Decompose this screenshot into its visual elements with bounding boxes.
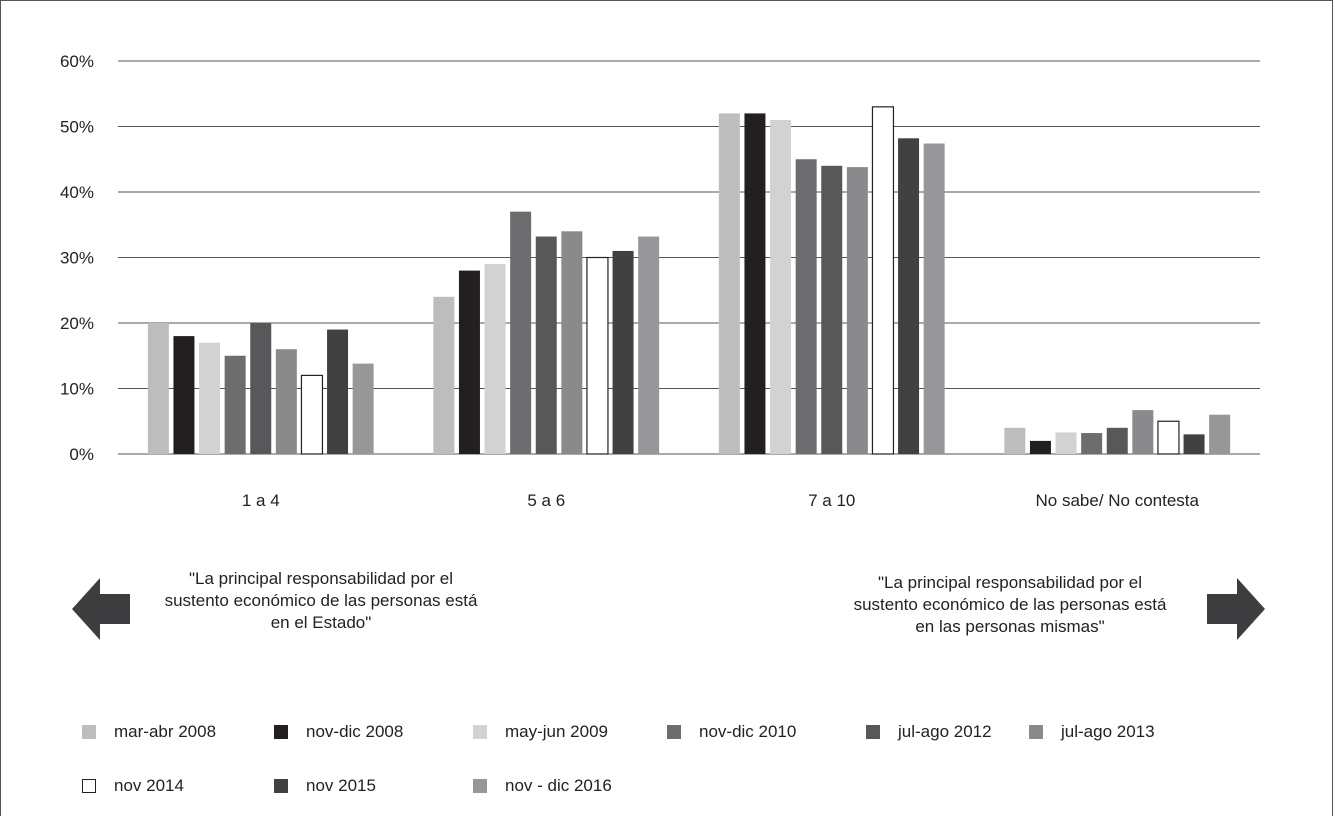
left-annotation: "La principal responsabilidad por el sus… (164, 569, 478, 632)
bar (510, 211, 532, 454)
x-category-label: 5 a 6 (527, 491, 565, 510)
legend-label: may-jun 2009 (505, 722, 609, 741)
legend-item: nov 2014 (82, 776, 184, 796)
legend-label: jul-ago 2012 (898, 722, 992, 741)
bar (327, 329, 349, 454)
bars (147, 106, 1231, 455)
bar (458, 270, 480, 454)
bar-chart: 0% 10% 20% 30% 40% 50% 60% 1 a 4 5 a 6 7 a 10 No … (60, 52, 1260, 510)
bar (535, 236, 557, 454)
bar (275, 349, 297, 454)
bar (224, 355, 246, 454)
legend-swatch (473, 725, 487, 739)
y-tick-label: 50% (60, 118, 94, 137)
bar (871, 106, 895, 455)
bar (898, 138, 920, 455)
bar (1106, 427, 1128, 454)
bar (561, 231, 583, 454)
bar (199, 342, 221, 454)
legend-item: jul-ago 2012 (866, 722, 992, 742)
y-tick-label: 20% (60, 314, 94, 333)
legend-item: nov 2015 (274, 776, 376, 796)
y-tick-label: 10% (60, 380, 94, 399)
bar (147, 323, 169, 454)
bar (300, 374, 324, 455)
y-axis: 0% 10% 20% 30% 40% 50% 60% (60, 52, 94, 464)
legend-swatch (866, 725, 880, 739)
bar (923, 143, 945, 454)
bar (1209, 414, 1231, 454)
bar (1081, 433, 1103, 454)
legend-label: jul-ago 2013 (1061, 722, 1155, 741)
bar (795, 159, 817, 454)
right-annotation: "La principal responsabilidad por el sus… (853, 573, 1167, 636)
bar (433, 296, 455, 454)
bar (718, 113, 740, 455)
bar (744, 113, 766, 455)
legend-label: mar-abr 2008 (114, 722, 217, 741)
bar (1004, 427, 1026, 454)
legend-label: nov 2015 (306, 776, 376, 795)
bar (1157, 420, 1180, 455)
bar (484, 264, 506, 454)
legend-swatch (82, 779, 96, 793)
legend-swatch (1029, 725, 1043, 739)
bar (250, 323, 272, 454)
y-tick-label: 0% (69, 445, 94, 464)
legend-label: nov-dic 2008 (306, 722, 404, 741)
legend-item: jul-ago 2013 (1029, 722, 1155, 742)
y-tick-label: 30% (60, 249, 94, 268)
legend-item: may-jun 2009 (473, 722, 608, 742)
legend-item: nov - dic 2016 (473, 776, 612, 796)
bar (821, 165, 843, 455)
legend-swatch (667, 725, 681, 739)
bar (770, 119, 792, 454)
legend-item: mar-abr 2008 (82, 722, 216, 742)
legend-swatch (473, 779, 487, 793)
x-category-label: 7 a 10 (808, 491, 855, 510)
legend-label: nov - dic 2016 (505, 776, 612, 795)
bar (1132, 410, 1154, 454)
bar (1029, 440, 1051, 454)
legend-item: nov-dic 2010 (667, 722, 796, 742)
legend-label: nov-dic 2010 (699, 722, 797, 741)
bar (846, 167, 868, 455)
bar (612, 250, 634, 454)
bar (1055, 432, 1077, 454)
y-tick-label: 60% (60, 52, 94, 71)
legend-label: nov 2014 (114, 776, 184, 795)
legend-swatch (82, 725, 96, 739)
bar (586, 256, 609, 455)
bar (638, 236, 660, 454)
bar (173, 336, 195, 454)
left-arrow-icon (72, 578, 130, 640)
legend-item: nov-dic 2008 (274, 722, 403, 742)
bar (352, 363, 374, 454)
right-arrow-icon (1207, 578, 1265, 640)
x-axis: 1 a 4 5 a 6 7 a 10 No sabe/ No contesta (242, 491, 1200, 510)
bar (1183, 434, 1205, 454)
legend-swatch (274, 725, 288, 739)
legend-swatch (274, 779, 288, 793)
x-category-label: No sabe/ No contesta (1036, 491, 1200, 510)
y-tick-label: 40% (60, 183, 94, 202)
x-category-label: 1 a 4 (242, 491, 280, 510)
